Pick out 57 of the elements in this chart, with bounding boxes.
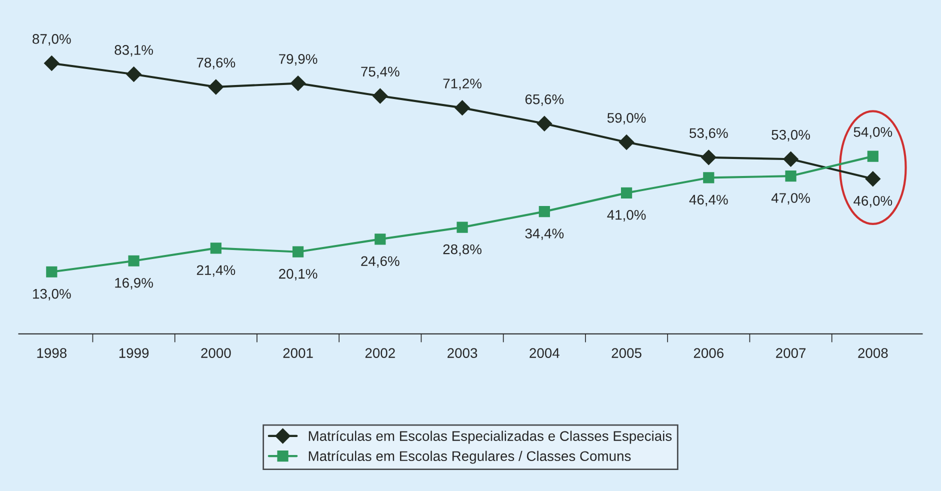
point bbox=[126, 66, 142, 82]
data-label: 34,4% bbox=[525, 228, 564, 240]
x-tick-label: 2003 bbox=[448, 348, 478, 358]
x-tick-label: 2001 bbox=[283, 348, 313, 358]
point bbox=[867, 150, 878, 162]
point bbox=[456, 222, 468, 233]
data-label: 79,9% bbox=[279, 54, 318, 66]
legend-label: Matrículas em Escolas Especializadas e Classes Especiais bbox=[308, 430, 672, 444]
data-label: 53,0% bbox=[772, 130, 810, 142]
x-tick-label: 2002 bbox=[365, 348, 395, 358]
data-label: 54,0% bbox=[854, 127, 892, 139]
x-tick-label: 2006 bbox=[694, 348, 724, 358]
legend-label: Matrículas em Escolas Regulares / Classes Comuns bbox=[308, 450, 631, 464]
point bbox=[618, 134, 634, 150]
data-label: 21,4% bbox=[196, 265, 236, 277]
point bbox=[44, 56, 60, 71]
point bbox=[292, 246, 304, 258]
point bbox=[46, 266, 58, 278]
point bbox=[208, 79, 224, 95]
point bbox=[701, 150, 716, 165]
point bbox=[620, 187, 632, 198]
point bbox=[374, 234, 386, 245]
data-label: 71,2% bbox=[443, 78, 482, 90]
point bbox=[372, 88, 388, 104]
x-tick-label: 2000 bbox=[201, 348, 231, 358]
data-label: 41,0% bbox=[607, 210, 646, 222]
data-label: 78,6% bbox=[196, 58, 236, 70]
data-label: 59,0% bbox=[607, 112, 646, 124]
data-label: 28,8% bbox=[443, 244, 482, 256]
point bbox=[865, 171, 880, 186]
data-label: 87,0% bbox=[32, 34, 71, 46]
point bbox=[128, 255, 140, 266]
data-label: 46,0% bbox=[854, 196, 892, 208]
point bbox=[703, 172, 714, 184]
point bbox=[538, 206, 550, 218]
x-tick-label: 2005 bbox=[612, 348, 642, 358]
point bbox=[210, 242, 222, 254]
data-label: 24,6% bbox=[361, 256, 400, 268]
x-tick-label: 2007 bbox=[776, 348, 806, 358]
x-tick-label: 1998 bbox=[37, 348, 67, 358]
point bbox=[290, 76, 306, 91]
data-label: 13,0% bbox=[33, 288, 71, 300]
data-label: 47,0% bbox=[771, 193, 810, 205]
x-tick-label: 2008 bbox=[858, 348, 888, 358]
point bbox=[783, 152, 798, 167]
data-label: 83,1% bbox=[114, 45, 153, 57]
data-label: 75,4% bbox=[361, 66, 400, 78]
point bbox=[536, 116, 552, 132]
data-label: 53,6% bbox=[690, 128, 728, 140]
x-tick-label: 2004 bbox=[530, 348, 560, 358]
data-label: 65,6% bbox=[525, 94, 564, 106]
data-label: 16,9% bbox=[115, 278, 153, 290]
data-label: 46,4% bbox=[689, 194, 728, 206]
x-tick-label: 1999 bbox=[119, 348, 149, 358]
point bbox=[454, 100, 470, 116]
point bbox=[785, 170, 796, 182]
data-label: 20,1% bbox=[279, 268, 318, 280]
